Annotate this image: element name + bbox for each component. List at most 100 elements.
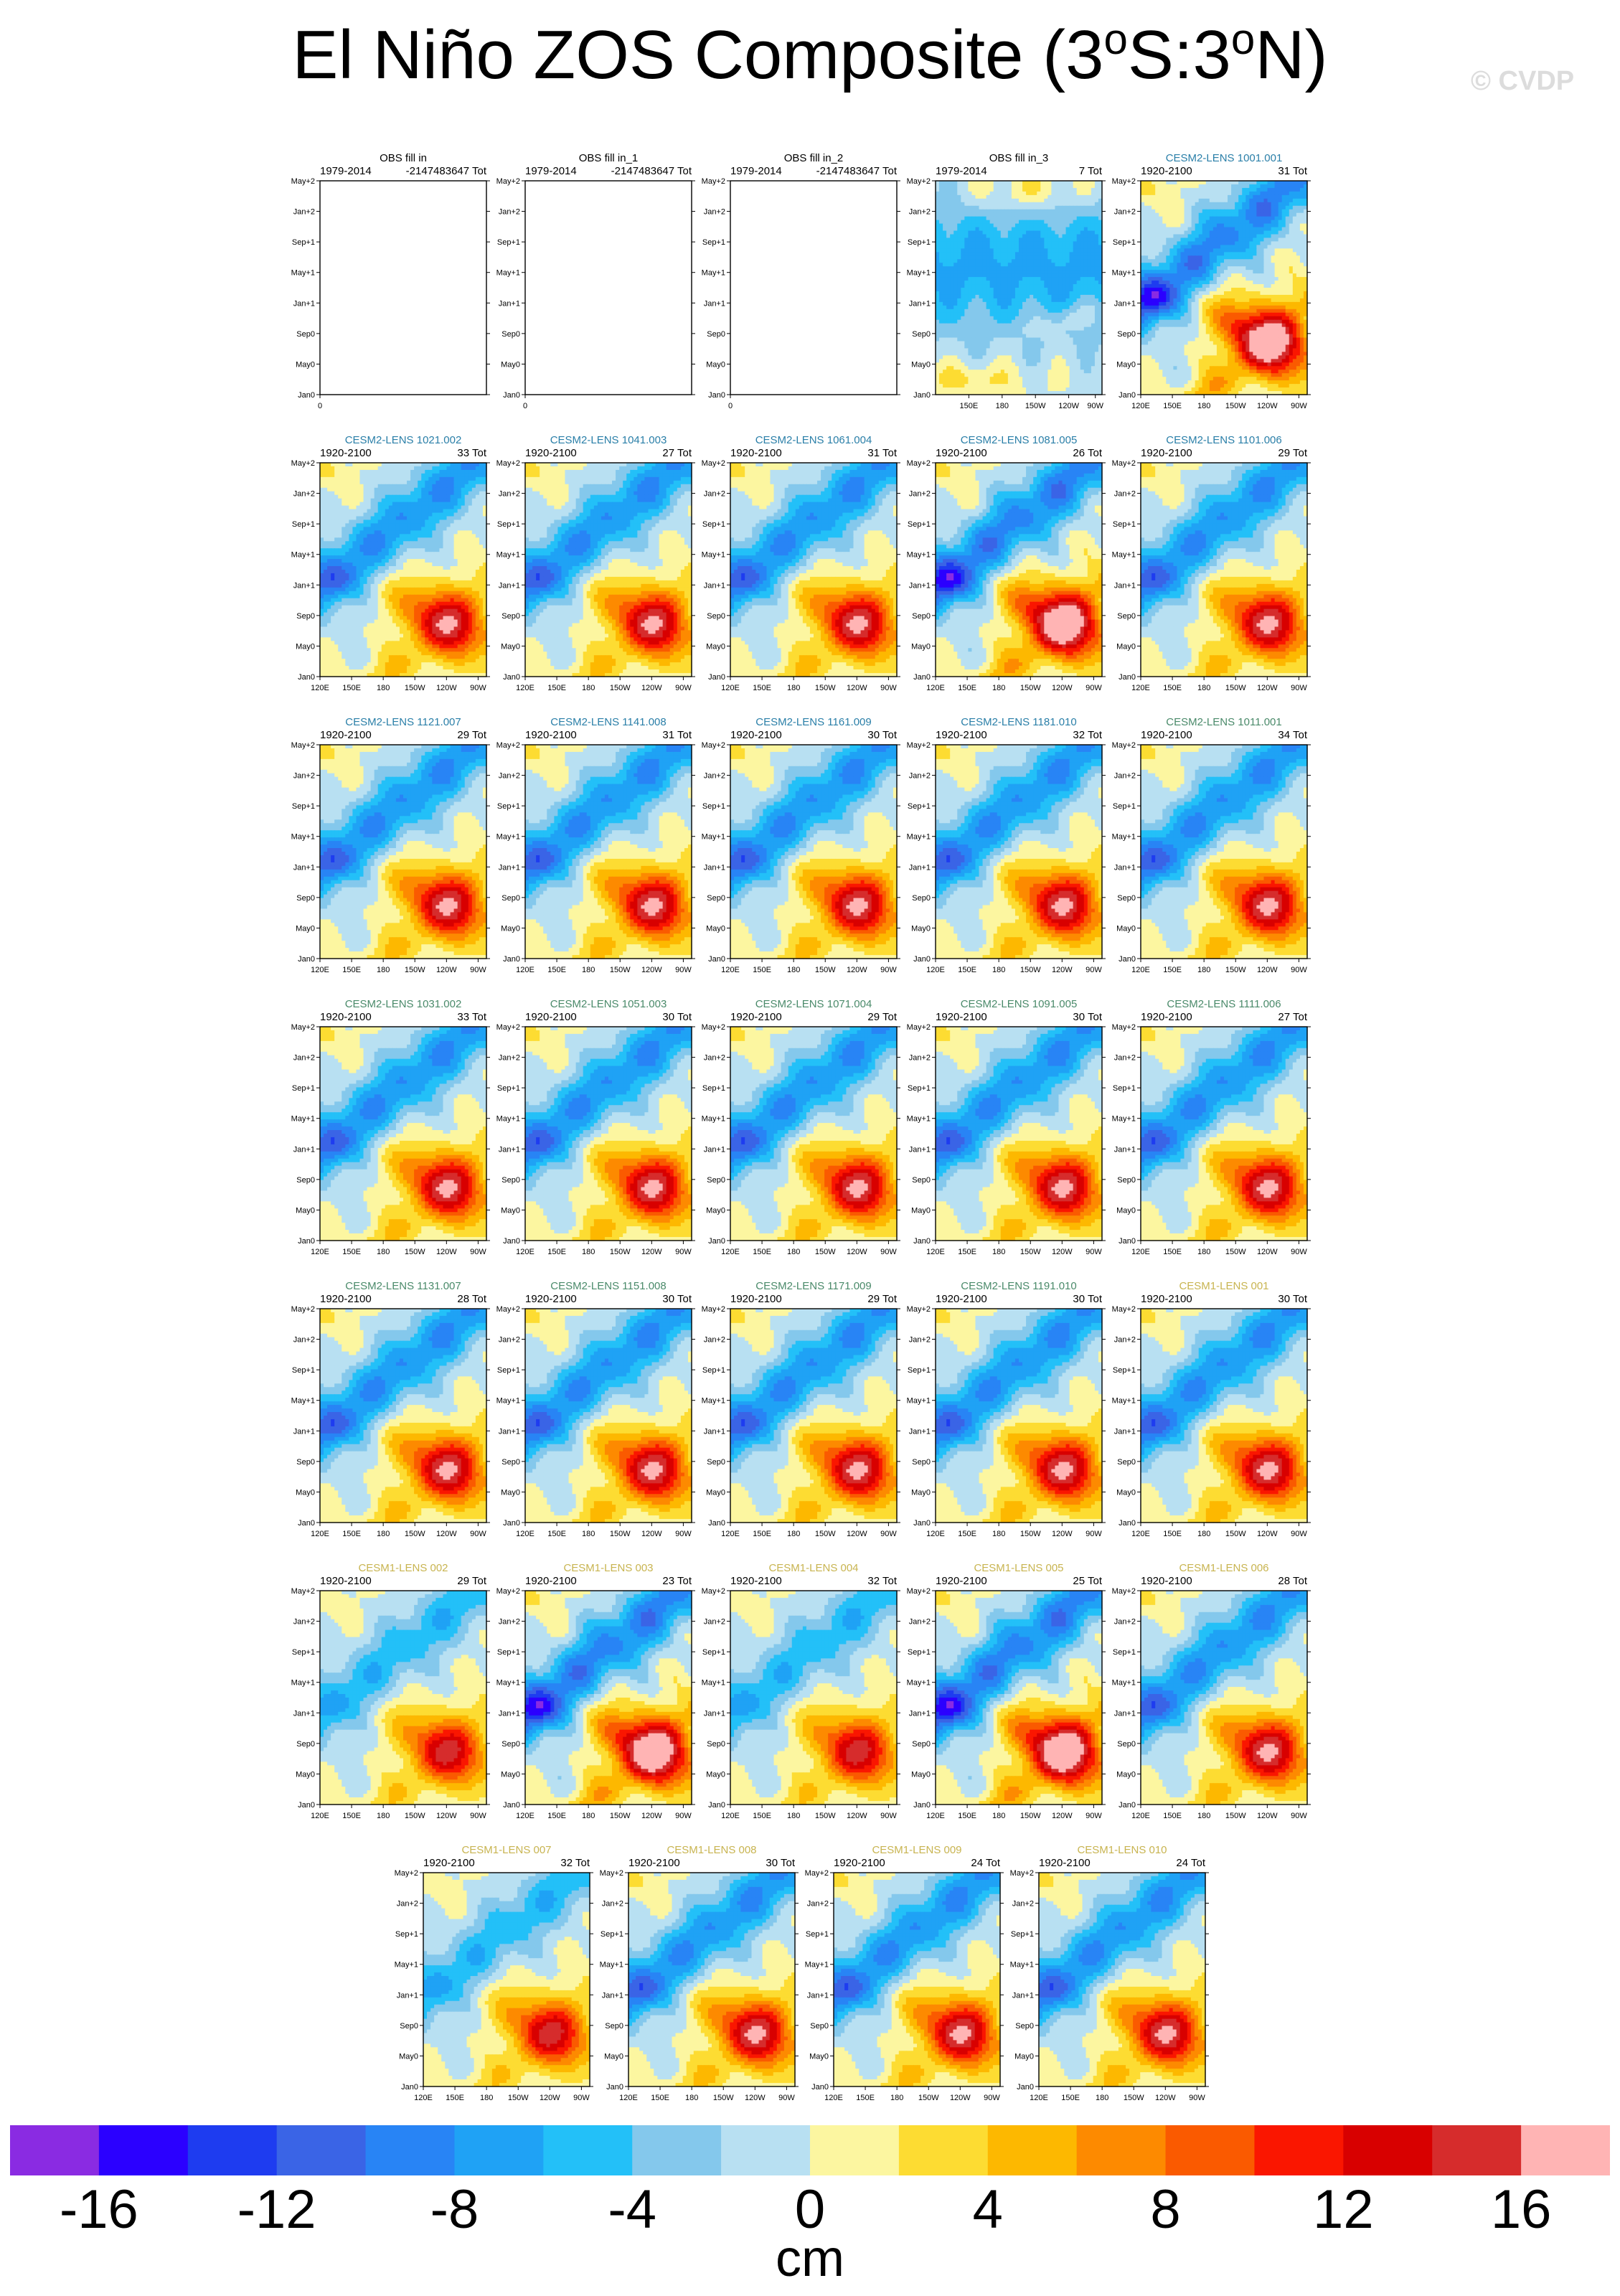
contour-cell: [1066, 387, 1070, 392]
contour-cell: [1084, 344, 1088, 349]
contour-cell: [1030, 224, 1034, 228]
contour-cell: [1275, 291, 1279, 296]
contour-cell: [1180, 313, 1185, 317]
contour-cell: [1188, 273, 1192, 278]
contour-cell: [1058, 188, 1063, 192]
contour-cell: [990, 370, 994, 374]
contour-cell: [1275, 281, 1279, 285]
contour-cell: [1047, 309, 1052, 314]
contour-cell: [1047, 199, 1052, 203]
contour-cell: [1173, 273, 1177, 278]
contour-cell: [983, 344, 987, 349]
contour-cell: [1185, 331, 1189, 335]
contour-cell: [1077, 231, 1081, 235]
contour-cell: [968, 362, 972, 367]
contour-cell: [1063, 231, 1067, 235]
contour-cell: [1080, 227, 1085, 232]
contour-cell: [1173, 313, 1177, 317]
contour-cell: [1162, 306, 1167, 310]
contour-cell: [1084, 298, 1088, 303]
contour-cell: [1289, 184, 1294, 189]
contour-cell: [1263, 231, 1268, 235]
contour-cell: [1152, 195, 1156, 199]
contour-cell: [1210, 331, 1214, 335]
contour-cell: [1047, 324, 1052, 328]
contour-cell: [1001, 202, 1005, 207]
contour-cell: [1231, 327, 1235, 331]
contour-cell: [1063, 227, 1067, 232]
contour-cell: [943, 199, 947, 203]
contour-cell: [994, 224, 998, 228]
contour-cell: [1296, 213, 1301, 217]
contour-cell: [1066, 263, 1070, 267]
contour-cell: [997, 181, 1002, 185]
contour-cell: [943, 273, 947, 278]
contour-cell: [957, 324, 961, 328]
contour-cell: [1188, 284, 1192, 288]
contour-cell: [983, 195, 987, 199]
contour-cell: [1055, 373, 1059, 377]
contour-cell: [1063, 380, 1067, 385]
contour-cell: [946, 377, 951, 381]
contour-cell: [936, 362, 940, 367]
contour-cell: [1040, 241, 1045, 245]
contour-cell: [1162, 313, 1167, 317]
contour-cell: [1213, 255, 1218, 260]
contour-cell: [1077, 181, 1081, 185]
contour-cell: [1282, 313, 1286, 317]
contour-cell: [979, 362, 984, 367]
contour-cell: [1152, 241, 1156, 245]
contour-cell: [1256, 181, 1261, 185]
contour-cell: [1058, 252, 1063, 256]
contour-cell: [990, 273, 994, 278]
contour-cell: [1199, 220, 1203, 225]
contour-cell: [943, 224, 947, 228]
contour-cell: [1063, 316, 1067, 321]
contour-cell: [1231, 184, 1235, 189]
contour-cell: [1070, 217, 1074, 221]
contour-cell: [1141, 231, 1145, 235]
contour-cell: [1095, 248, 1099, 253]
contour-cell: [957, 306, 961, 310]
contour-cell: [961, 263, 965, 267]
contour-cell: [950, 377, 954, 381]
contour-cell: [1037, 248, 1041, 253]
contour-cell: [957, 373, 961, 377]
contour-cell: [1008, 202, 1012, 207]
contour-cell: [1275, 273, 1279, 278]
contour-cell: [1063, 217, 1067, 221]
contour-field: [1141, 181, 1308, 395]
contour-cell: [950, 384, 954, 388]
contour-cell: [1293, 288, 1297, 292]
contour-cell: [1044, 284, 1048, 288]
contour-cell: [1206, 206, 1210, 210]
contour-cell: [953, 224, 958, 228]
contour-cell: [1228, 291, 1232, 296]
contour-cell: [1088, 245, 1092, 249]
contour-cell: [1289, 313, 1294, 317]
contour-cell: [1055, 380, 1059, 385]
contour-cell: [994, 263, 998, 267]
y-tick-label: Sep0: [707, 330, 725, 339]
contour-cell: [1286, 224, 1290, 228]
contour-cell: [1249, 266, 1253, 270]
contour-cell: [1141, 206, 1145, 210]
contour-cell: [1073, 362, 1078, 367]
contour-cell: [961, 320, 965, 324]
contour-cell: [957, 273, 961, 278]
contour-cell: [986, 384, 991, 388]
contour-cell: [953, 295, 958, 299]
contour-cell: [979, 370, 984, 374]
contour-cell: [1144, 266, 1149, 270]
plot-frame: [320, 181, 486, 395]
contour-cell: [1155, 192, 1159, 196]
contour-cell: [979, 235, 984, 239]
contour-cell: [1044, 235, 1048, 239]
contour-cell: [1296, 195, 1301, 199]
contour-cell: [1271, 263, 1276, 267]
contour-cell: [1224, 202, 1228, 207]
contour-cell: [1260, 202, 1264, 207]
contour-cell: [1278, 284, 1283, 288]
contour-cell: [1040, 306, 1045, 310]
contour-cell: [1263, 202, 1268, 207]
